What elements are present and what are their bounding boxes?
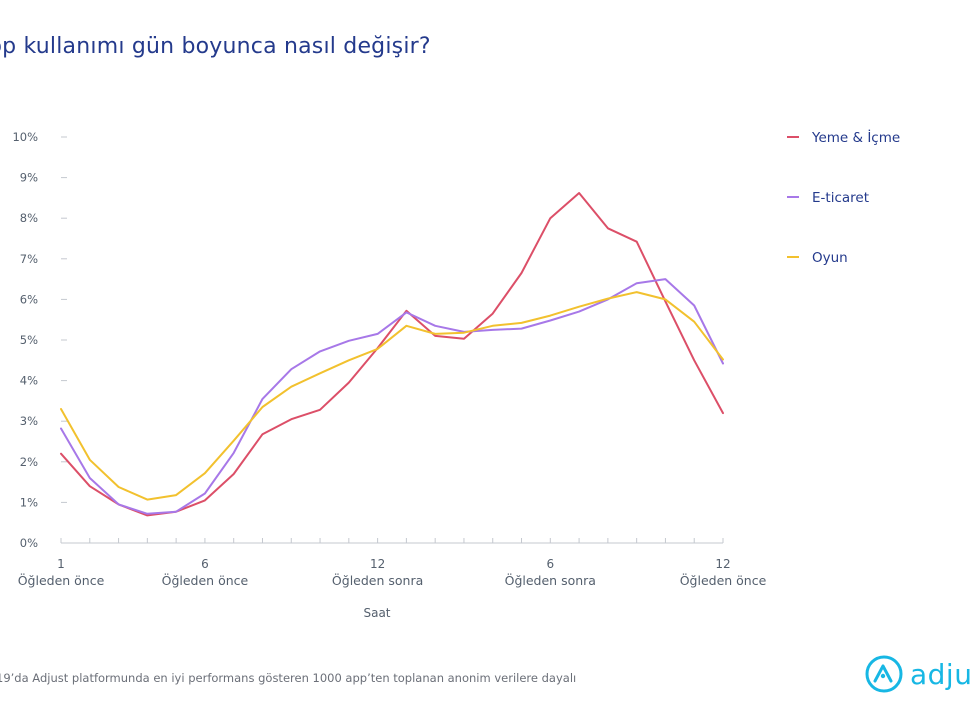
y-tick-label: 7%: [20, 252, 38, 266]
y-tick-label: 1%: [20, 495, 38, 509]
footnote: 19’da Adjust platformunda en iyi perform…: [0, 671, 577, 685]
series-layer: [60, 192, 724, 517]
y-tick-label: 8%: [20, 211, 38, 225]
legend-label: Yeme & İçme: [811, 128, 900, 146]
x-tick-sublabel: Öğleden önce: [18, 572, 105, 588]
x-tick-sublabel: Öğleden önce: [680, 572, 767, 588]
x-tick-label: 1: [57, 557, 65, 571]
y-tick-label: 5%: [20, 333, 38, 347]
x-tick-label: 12: [715, 557, 730, 571]
x-tick-sublabel: Öğleden sonra: [332, 572, 423, 588]
legend-label: Oyun: [812, 250, 848, 266]
x-tick-label: 6: [201, 557, 209, 571]
adjust-logo: adjus: [864, 654, 970, 694]
logo-text: adjus: [910, 657, 970, 691]
legend: Yeme & İçme E-ticaret Oyun: [787, 128, 900, 266]
series-line-2: [60, 278, 724, 515]
x-tick-label: 6: [546, 557, 554, 571]
y-tick-label: 9%: [20, 171, 38, 185]
y-tick-label: 2%: [20, 455, 38, 469]
x-tick-sublabel: Öğleden önce: [162, 572, 249, 588]
x-tick-label: 12: [370, 557, 385, 571]
x-axis-title: Saat: [363, 606, 390, 620]
adjust-logo-icon: [865, 655, 903, 693]
y-tick-label: 6%: [20, 292, 38, 306]
y-axis: 0% 1% 2% 3% 4% 5% 6% 7% 8% 9% 10%: [12, 130, 67, 550]
y-tick-label: 0%: [20, 536, 38, 550]
y-tick-label: 10%: [12, 130, 38, 144]
legend-label: E-ticaret: [812, 190, 869, 206]
x-tick-sublabel: Öğleden sonra: [505, 572, 596, 588]
y-tick-label: 4%: [20, 374, 38, 388]
series-line-3: [60, 291, 724, 501]
series-line-1: [60, 192, 724, 517]
y-tick-label: 3%: [20, 414, 38, 428]
chart-title: pp kullanımı gün boyunca nasıl değişir?: [0, 34, 431, 59]
